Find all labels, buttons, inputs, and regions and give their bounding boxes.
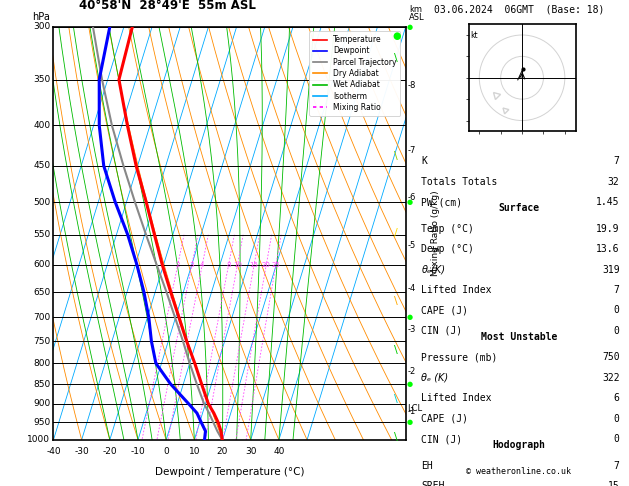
Text: 4: 4 bbox=[200, 261, 204, 268]
Text: \: \ bbox=[394, 53, 398, 63]
Text: 950: 950 bbox=[33, 418, 50, 427]
Text: 20: 20 bbox=[217, 447, 228, 456]
Legend: Temperature, Dewpoint, Parcel Trajectory, Dry Adiabat, Wet Adiabat, Isotherm, Mi: Temperature, Dewpoint, Parcel Trajectory… bbox=[309, 32, 400, 116]
Text: 800: 800 bbox=[33, 359, 50, 368]
Text: hPa: hPa bbox=[33, 12, 50, 22]
Text: ●: ● bbox=[406, 419, 413, 425]
Text: -8: -8 bbox=[408, 81, 416, 90]
Text: CIN (J): CIN (J) bbox=[421, 326, 462, 336]
Text: CAPE (J): CAPE (J) bbox=[421, 414, 469, 424]
Text: -10: -10 bbox=[131, 447, 145, 456]
Text: 40: 40 bbox=[273, 447, 284, 456]
Text: -1: -1 bbox=[408, 407, 416, 416]
Text: CIN (J): CIN (J) bbox=[421, 434, 462, 444]
Text: 900: 900 bbox=[33, 399, 50, 408]
Text: -3: -3 bbox=[408, 325, 416, 334]
Text: -5: -5 bbox=[408, 241, 416, 250]
Text: -40: -40 bbox=[46, 447, 61, 456]
Text: 0: 0 bbox=[164, 447, 169, 456]
Text: Temp (°C): Temp (°C) bbox=[421, 224, 474, 234]
Text: 850: 850 bbox=[33, 380, 50, 389]
Text: 450: 450 bbox=[33, 161, 50, 171]
Text: 7: 7 bbox=[614, 461, 620, 470]
Text: 0: 0 bbox=[614, 434, 620, 444]
Text: ●: ● bbox=[406, 381, 413, 387]
Text: \: \ bbox=[394, 394, 398, 403]
Text: 8: 8 bbox=[226, 261, 231, 268]
Text: θₑ (K): θₑ (K) bbox=[421, 373, 448, 383]
Text: \: \ bbox=[394, 151, 398, 160]
Text: Surface: Surface bbox=[498, 204, 540, 213]
Text: ●: ● bbox=[392, 32, 401, 41]
Text: 750: 750 bbox=[602, 352, 620, 363]
Text: 15: 15 bbox=[250, 261, 259, 268]
Text: PW (cm): PW (cm) bbox=[421, 197, 462, 208]
Text: Dewp (°C): Dewp (°C) bbox=[421, 244, 474, 254]
Text: -6: -6 bbox=[408, 192, 416, 202]
Text: EH: EH bbox=[421, 461, 433, 470]
Text: /: / bbox=[394, 228, 398, 238]
Text: SREH: SREH bbox=[421, 481, 445, 486]
Text: 7: 7 bbox=[614, 156, 620, 167]
Text: -30: -30 bbox=[74, 447, 89, 456]
Text: 32: 32 bbox=[608, 177, 620, 187]
Text: 10: 10 bbox=[189, 447, 200, 456]
Text: 19.9: 19.9 bbox=[596, 224, 620, 234]
Text: 40°58'N  28°49'E  55m ASL: 40°58'N 28°49'E 55m ASL bbox=[79, 0, 255, 12]
Text: Lifted Index: Lifted Index bbox=[421, 285, 492, 295]
Text: 0: 0 bbox=[614, 306, 620, 315]
Text: 322: 322 bbox=[602, 373, 620, 383]
Text: Hodograph: Hodograph bbox=[493, 440, 545, 450]
Text: Dewpoint / Temperature (°C): Dewpoint / Temperature (°C) bbox=[155, 467, 304, 477]
Text: km
ASL: km ASL bbox=[409, 4, 425, 22]
Text: 550: 550 bbox=[33, 230, 50, 239]
Text: 20: 20 bbox=[262, 261, 270, 268]
Text: ●: ● bbox=[406, 314, 413, 320]
Text: 7: 7 bbox=[614, 285, 620, 295]
Text: -2: -2 bbox=[408, 367, 416, 376]
Text: 600: 600 bbox=[33, 260, 50, 269]
Text: 400: 400 bbox=[33, 121, 50, 130]
Text: 13.6: 13.6 bbox=[596, 244, 620, 254]
Text: kt: kt bbox=[470, 31, 479, 40]
Text: -4: -4 bbox=[408, 284, 416, 294]
Text: \: \ bbox=[394, 433, 398, 442]
Text: K: K bbox=[421, 156, 427, 167]
Text: 3: 3 bbox=[190, 261, 194, 268]
Text: Pressure (mb): Pressure (mb) bbox=[421, 352, 498, 363]
Text: 2: 2 bbox=[175, 261, 180, 268]
Text: 700: 700 bbox=[33, 313, 50, 322]
Text: 30: 30 bbox=[245, 447, 257, 456]
Text: 10: 10 bbox=[233, 261, 242, 268]
Text: \: \ bbox=[394, 296, 398, 306]
Text: 1.45: 1.45 bbox=[596, 197, 620, 208]
Text: 0: 0 bbox=[614, 414, 620, 424]
Text: 650: 650 bbox=[33, 288, 50, 296]
Text: -7: -7 bbox=[408, 146, 416, 155]
Text: 300: 300 bbox=[33, 22, 50, 31]
Text: Totals Totals: Totals Totals bbox=[421, 177, 498, 187]
Text: -20: -20 bbox=[103, 447, 117, 456]
Text: © weatheronline.co.uk: © weatheronline.co.uk bbox=[467, 467, 571, 476]
Text: Lifted Index: Lifted Index bbox=[421, 393, 492, 403]
Text: ●: ● bbox=[406, 24, 413, 30]
Text: 350: 350 bbox=[33, 75, 50, 84]
Text: \: \ bbox=[394, 345, 398, 355]
Text: 1000: 1000 bbox=[27, 435, 50, 444]
Text: 750: 750 bbox=[33, 337, 50, 346]
Text: ●: ● bbox=[406, 199, 413, 205]
Text: 0: 0 bbox=[614, 326, 620, 336]
Text: 500: 500 bbox=[33, 197, 50, 207]
Text: θₑ(K): θₑ(K) bbox=[421, 265, 445, 275]
Text: Mixing Ratio (g/kg): Mixing Ratio (g/kg) bbox=[431, 191, 440, 276]
Text: 6: 6 bbox=[614, 393, 620, 403]
Text: CAPE (J): CAPE (J) bbox=[421, 306, 469, 315]
Text: LCL: LCL bbox=[408, 404, 423, 413]
Text: 15: 15 bbox=[608, 481, 620, 486]
Text: Most Unstable: Most Unstable bbox=[481, 332, 557, 342]
Text: 25: 25 bbox=[272, 261, 281, 268]
Text: 03.06.2024  06GMT  (Base: 18): 03.06.2024 06GMT (Base: 18) bbox=[434, 5, 604, 15]
Text: 319: 319 bbox=[602, 265, 620, 275]
